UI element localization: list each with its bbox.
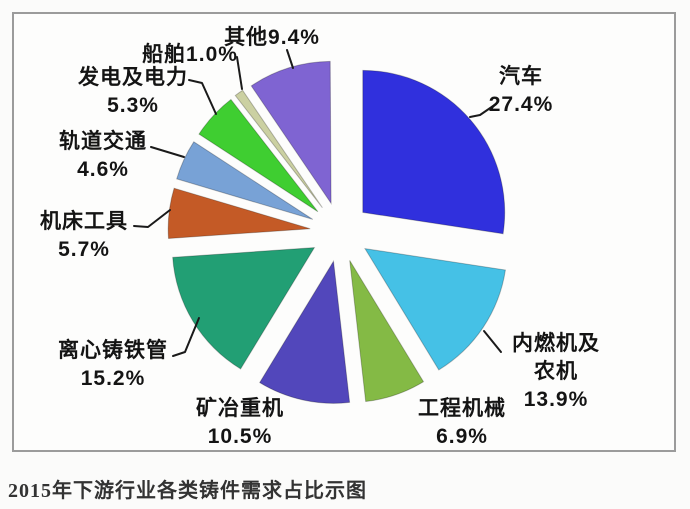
slice-label-others: 其他9.4%: [224, 24, 320, 52]
slice-label-rail-transit: 轨道交通 4.6%: [59, 128, 147, 184]
slice-label-automobile: 汽车 27.4%: [489, 63, 554, 119]
slice-label-line: 发电及电力: [78, 66, 188, 89]
slice-label-line: 离心铸铁管: [58, 339, 168, 362]
slice-label-line: 15.2%: [80, 367, 146, 390]
slice-label-line: 机床工具: [40, 210, 128, 233]
slice-label-line: 工程机械: [418, 397, 506, 420]
slice-label-line: 农机: [534, 360, 578, 383]
slice-label-machine-tools: 机床工具 5.7%: [40, 208, 128, 264]
slice-label-line: 5.3%: [107, 94, 159, 117]
slice-label-line: 轨道交通: [59, 130, 147, 153]
slice-label-line: 内燃机及: [512, 332, 600, 355]
slice-label-line: 13.9%: [523, 388, 589, 411]
slice-label-line: 其他9.4%: [224, 26, 320, 49]
slice-label-cast-iron-pipe: 离心铸铁管 15.2%: [58, 337, 168, 393]
slice-label-line: 4.6%: [77, 158, 129, 181]
slice-label-line: 5.7%: [58, 238, 110, 261]
slice-label-construction-machinery: 工程机械 6.9%: [418, 395, 506, 451]
chart-caption: 2015年下游行业各类铸件需求占比示图: [8, 480, 367, 502]
slice-label-line: 矿冶重机: [196, 397, 284, 420]
slice-label-ice-agri-machinery: 内燃机及农机 13.9%: [512, 330, 600, 414]
slice-label-line: 汽车: [498, 65, 543, 88]
slice-label-line: 10.5%: [207, 425, 273, 448]
slice-label-line: 船舶1.0%: [142, 43, 238, 66]
slice-label-line: 27.4%: [488, 93, 554, 116]
slice-label-mining-metallurgy: 矿冶重机 10.5%: [196, 395, 284, 451]
slice-label-power-generation: 发电及电力 5.3%: [78, 64, 188, 120]
slice-label-line: 6.9%: [436, 425, 488, 448]
slice-label-ships: 船舶1.0%: [142, 41, 238, 69]
